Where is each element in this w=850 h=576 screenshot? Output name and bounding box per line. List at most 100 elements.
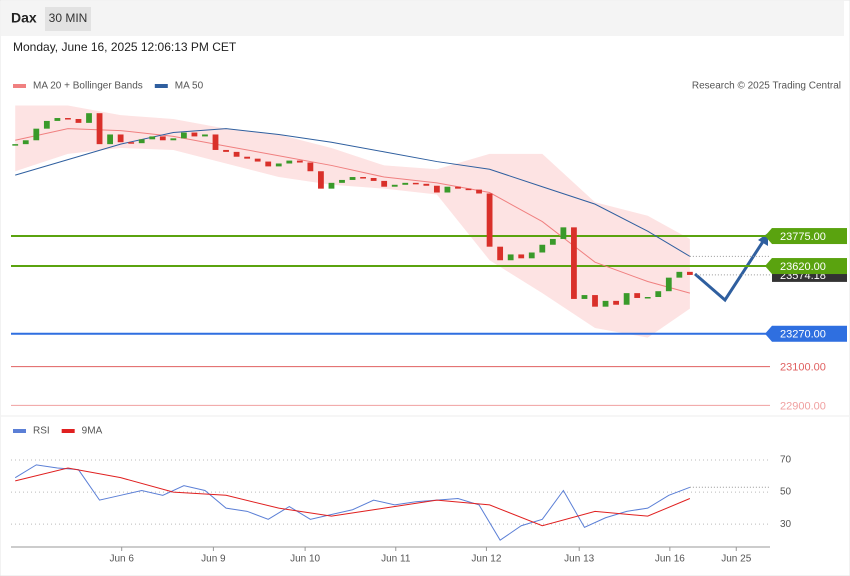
candle — [275, 163, 282, 167]
forecast-arrow — [694, 239, 766, 303]
legend-label: MA 50 — [175, 81, 204, 92]
level-box — [772, 258, 847, 275]
candle — [602, 300, 609, 307]
x-tick-label: Jun 10 — [290, 554, 320, 565]
candle — [528, 252, 535, 259]
candle — [96, 113, 103, 145]
legend-label: 9MA — [82, 426, 103, 437]
series-line — [15, 128, 691, 257]
candle — [381, 180, 388, 187]
candle — [223, 149, 229, 152]
legend-label: RSI — [33, 426, 50, 437]
interval[interactable]: 30 MIN — [49, 11, 88, 25]
candle — [75, 118, 82, 123]
series-line — [15, 128, 691, 294]
candle — [433, 185, 440, 193]
x-tick-label: Jun 11 — [381, 554, 411, 565]
level-label: 23270.00 — [780, 329, 826, 341]
candle — [180, 132, 187, 139]
header-bar — [1, 1, 844, 36]
candle — [444, 186, 451, 193]
candle — [560, 227, 567, 239]
attribution: Research © 2025 Trading Central — [692, 81, 841, 92]
candle — [54, 118, 61, 121]
legend-swatch — [13, 429, 26, 433]
candle — [339, 179, 345, 183]
candle — [254, 158, 261, 162]
x-tick-label: Jun 25 — [721, 554, 751, 565]
candle — [592, 295, 598, 307]
candle — [507, 254, 514, 261]
legend-swatch — [13, 84, 26, 88]
candle — [43, 120, 50, 129]
candle — [265, 161, 272, 167]
candle — [655, 291, 662, 298]
candle — [497, 246, 504, 261]
candle — [391, 184, 398, 187]
candle — [465, 188, 472, 191]
level-box — [772, 325, 847, 342]
x-tick-label: Jun 13 — [564, 554, 594, 565]
candle — [65, 118, 71, 120]
x-tick-label: Jun 9 — [201, 554, 226, 565]
candle — [665, 277, 672, 292]
candle — [613, 300, 619, 305]
candle — [623, 293, 630, 305]
candle — [138, 139, 145, 144]
candle — [86, 113, 92, 123]
y-tick-label: 70 — [780, 455, 792, 466]
legend-swatch — [61, 429, 75, 433]
candle — [212, 134, 219, 150]
candle — [33, 128, 40, 141]
candle — [518, 254, 525, 259]
series-line — [15, 467, 691, 527]
legend-swatch — [154, 84, 168, 88]
candle — [191, 132, 198, 137]
candle — [360, 177, 366, 179]
candle — [634, 293, 641, 298]
candle — [686, 271, 693, 275]
candle — [170, 138, 177, 141]
interval-box[interactable] — [45, 7, 91, 31]
candle — [128, 142, 135, 144]
candle — [581, 295, 588, 299]
candle — [244, 156, 251, 159]
level-label: 23620.00 — [780, 261, 826, 273]
timestamp: Monday, June 16, 2025 12:06:13 PM CET — [13, 40, 237, 54]
candle — [22, 140, 29, 145]
candle — [402, 182, 409, 185]
candle — [349, 177, 356, 180]
x-tick-label: Jun 6 — [109, 554, 134, 565]
candle — [117, 134, 124, 143]
candle — [296, 160, 303, 163]
candle — [476, 189, 482, 194]
bollinger-band — [15, 105, 690, 338]
candle — [318, 171, 324, 189]
candle — [644, 297, 651, 299]
candle — [107, 134, 113, 145]
candle — [159, 136, 166, 141]
x-tick-label: Jun 12 — [471, 554, 501, 565]
candle — [423, 183, 430, 186]
candle — [486, 193, 493, 247]
candle — [412, 182, 419, 185]
candle — [676, 271, 683, 278]
x-tick-label: Jun 16 — [655, 554, 685, 565]
y-tick-label: 30 — [780, 519, 792, 530]
candle — [549, 238, 556, 245]
candle — [455, 186, 461, 189]
candle — [233, 151, 240, 157]
level-label: 22900.00 — [780, 400, 826, 412]
candle — [571, 227, 577, 299]
level-box-tip — [765, 258, 772, 275]
candle — [202, 134, 208, 137]
candle — [307, 162, 314, 172]
candle — [286, 160, 293, 164]
candle — [149, 136, 156, 140]
candle — [370, 178, 377, 181]
candle — [12, 144, 19, 146]
candle — [539, 244, 546, 253]
